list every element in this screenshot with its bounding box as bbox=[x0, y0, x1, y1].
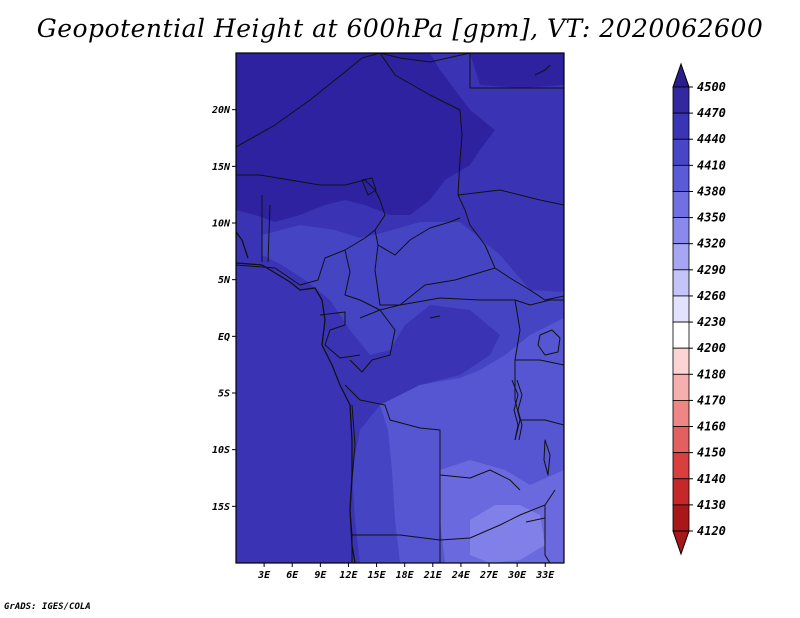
colorbar-label: 4410 bbox=[697, 158, 726, 172]
lon-tick-label: 3E bbox=[257, 570, 271, 581]
colorbar-swatch bbox=[672, 452, 690, 480]
colorbar-label: 4290 bbox=[697, 263, 726, 277]
lat-tick-label: 15N bbox=[212, 162, 231, 173]
lat-tick-label: 10S bbox=[212, 445, 230, 456]
colorbar-top-arrow bbox=[672, 62, 690, 88]
colorbar-swatch bbox=[672, 295, 690, 323]
colorbar-label: 4380 bbox=[697, 184, 726, 198]
colorbar-swatch bbox=[672, 347, 690, 375]
colorbar-swatch bbox=[672, 164, 690, 192]
colorbar-label: 4200 bbox=[697, 341, 726, 355]
colorbar-label: 4140 bbox=[697, 472, 726, 486]
colorbar-label: 4230 bbox=[697, 315, 726, 329]
lon-tick-label: 27E bbox=[479, 570, 499, 581]
lon-tick-label: 15E bbox=[368, 570, 387, 581]
colorbar-label: 4470 bbox=[697, 106, 726, 120]
map-title: Geopotential Height at 600hPa [gpm], VT:… bbox=[36, 14, 764, 43]
colorbar-swatch bbox=[672, 138, 690, 166]
colorbar-label: 4130 bbox=[697, 498, 726, 512]
field-4320 bbox=[470, 505, 545, 563]
lon-tick-label: 33E bbox=[535, 570, 555, 581]
footer-credit: GrADS: IGES/COLA bbox=[4, 602, 91, 612]
colorbar-swatch bbox=[672, 321, 690, 349]
colorbar-label: 4500 bbox=[697, 80, 726, 94]
colorbar-swatch bbox=[672, 191, 690, 218]
colorbar-swatch bbox=[672, 86, 690, 114]
colorbar-label: 4170 bbox=[697, 393, 726, 407]
lon-tick-label: 6E bbox=[286, 570, 299, 581]
colorbar-label: 4150 bbox=[697, 446, 726, 460]
map-panel bbox=[235, 52, 565, 564]
latitude-axis: 20N 15N 10N 5N EQ 5S 10S 15S bbox=[211, 105, 236, 513]
lon-tick-label: 18E bbox=[396, 570, 415, 581]
colorbar-label: 4160 bbox=[697, 420, 726, 434]
map-frame bbox=[235, 52, 565, 564]
lon-tick-label: 9E bbox=[314, 570, 327, 581]
colorbar-label: 4120 bbox=[697, 524, 726, 538]
colorbar-swatch bbox=[672, 426, 690, 454]
colorbar-swatch bbox=[672, 112, 690, 140]
colorbar-swatch bbox=[672, 478, 690, 506]
colorbar-swatch bbox=[672, 400, 690, 427]
colorbar-swatch bbox=[672, 269, 690, 297]
coastline bbox=[236, 231, 356, 563]
colorbar-swatch bbox=[672, 373, 690, 401]
colorbar-label: 4260 bbox=[697, 289, 726, 303]
colorbar-label: 4440 bbox=[697, 132, 726, 146]
lon-tick-label: 21E bbox=[423, 570, 443, 581]
colorbar-label: 4180 bbox=[697, 367, 726, 381]
colorbar: 4500 4470 4440 4410 4380 4350 4320 4290 4260 4230… bbox=[672, 62, 726, 556]
lat-tick-label: EQ bbox=[218, 332, 230, 343]
lon-tick-label: 12E bbox=[339, 570, 358, 581]
colorbar-swatch bbox=[672, 504, 690, 532]
field-4470-ne bbox=[470, 53, 564, 88]
lon-tick-label: 30E bbox=[507, 570, 527, 581]
colorbar-label: 4350 bbox=[697, 211, 726, 225]
colorbar-swatch bbox=[672, 217, 690, 245]
colorbar-swatch bbox=[672, 243, 690, 271]
country-borders bbox=[236, 53, 564, 563]
lat-tick-label: 10N bbox=[212, 219, 231, 230]
colorbar-bottom-arrow bbox=[672, 530, 690, 556]
longitude-axis: 3E 6E 9E 12E 15E 18E 21E 24E 27E 30E 33E bbox=[257, 563, 555, 581]
lon-tick-label: 24E bbox=[451, 570, 471, 581]
lat-tick-label: 15S bbox=[212, 502, 230, 513]
lat-tick-label: 20N bbox=[211, 105, 231, 116]
colorbar-label: 4320 bbox=[697, 237, 726, 251]
lat-tick-label: 5N bbox=[218, 275, 231, 286]
lat-tick-label: 5S bbox=[218, 389, 230, 400]
